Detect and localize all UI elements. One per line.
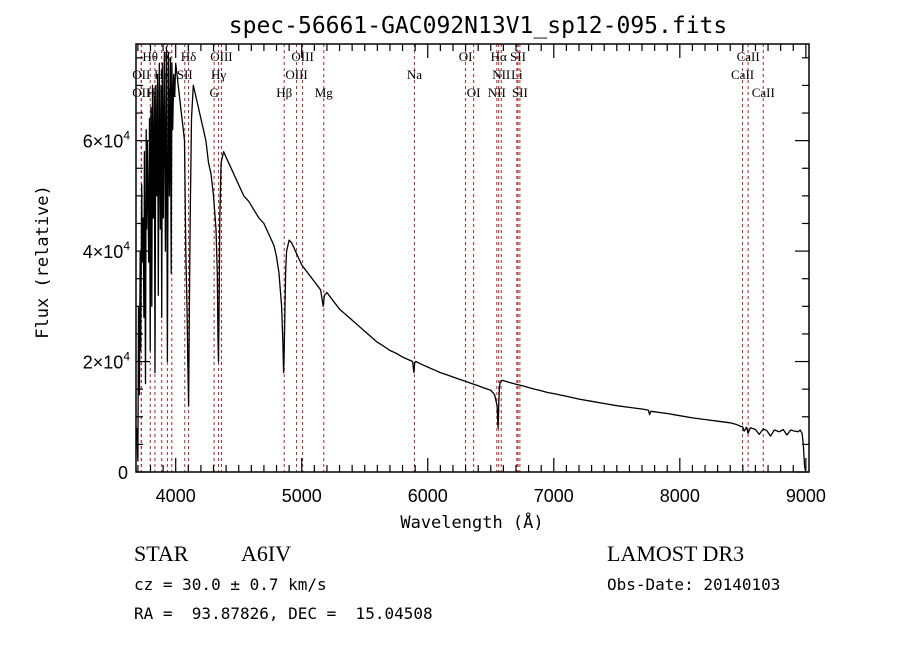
- object-class: STAR: [134, 541, 189, 566]
- y-tick-mantissa: 2×10: [83, 353, 124, 373]
- x-tick-label: 8000: [660, 486, 700, 506]
- y-tick-mantissa: 4×10: [83, 242, 124, 262]
- survey-name: LAMOST DR3: [607, 541, 744, 566]
- spectral-line-label: NII: [488, 85, 506, 100]
- x-tick-label: 9000: [786, 486, 826, 506]
- spectral-line-label: Li: [511, 67, 523, 82]
- x-axis-label: Wavelength (Å): [400, 511, 543, 533]
- y-tick-exponent: 4: [123, 239, 130, 253]
- plot-frame: [135, 43, 810, 473]
- y-tick-label: 2×104: [83, 350, 131, 373]
- spectral-line-label: SII: [512, 85, 528, 100]
- y-tick-exponent: 4: [123, 350, 130, 364]
- spectral-line-label: OI: [459, 49, 473, 64]
- spectral-line-label: OII: [132, 67, 150, 82]
- spectral-line-label: Hα: [491, 49, 507, 64]
- spectral-line-label: NII: [492, 67, 510, 82]
- spectral-line-label: OIII: [291, 49, 313, 64]
- obs-date: Obs-Date: 20140103: [607, 575, 780, 594]
- x-tick-labels: 4000 5000 6000 7000 8000 9000: [156, 486, 826, 506]
- spectral-line-label: Na: [407, 67, 422, 82]
- y-tick-label: 4×104: [83, 239, 131, 262]
- redshift-text: cz = 30.0 ± 0.7 km/s: [134, 575, 327, 594]
- spectral-line-label: OII: [132, 85, 150, 100]
- spectral-line-label: G: [209, 85, 218, 100]
- spectral-line-label: K: [163, 49, 173, 64]
- y-tick-mantissa: 6×10: [83, 132, 124, 152]
- x-tick-label: 7000: [534, 486, 574, 506]
- spectral-line-label: OI: [467, 85, 481, 100]
- y-axis-label: Flux (relative): [33, 185, 53, 339]
- axis-ticks: [136, 44, 809, 473]
- spectral-line-label: CaII: [737, 49, 760, 64]
- spectrum-line-spectrum: [135, 46, 807, 473]
- spectral-line-label: Mg: [315, 85, 334, 100]
- spectral-line-label: Hβ: [276, 85, 292, 100]
- spectral-line-label: SII: [510, 49, 526, 64]
- spectral-line-label: CaII: [731, 67, 754, 82]
- spectral-line-label: OIII: [285, 67, 307, 82]
- spectral-line-label: Hθ: [142, 49, 158, 64]
- object-subclass: A6IV: [241, 541, 291, 566]
- spectral-line-label: SII: [177, 67, 193, 82]
- spectral-line-label: Hγ: [211, 67, 226, 82]
- y-tick-label: 6×104: [83, 129, 131, 152]
- spectral-line-label: CaII: [752, 85, 775, 100]
- spectral-line-markers: [140, 44, 764, 472]
- chart-title: spec-56661-GAC092N13V1_sp12-095.fits: [229, 13, 728, 39]
- y-tick-exponent: 4: [123, 129, 130, 143]
- x-tick-label: 6000: [408, 486, 448, 506]
- spectrum-series: [135, 46, 807, 473]
- spectral-line-label: OIII: [210, 49, 232, 64]
- y-tick-label: 0: [118, 463, 128, 483]
- coordinates-text: RA = 93.87826, DEC = 15.04508: [134, 604, 433, 623]
- x-tick-label: 5000: [282, 486, 322, 506]
- x-tick-label: 4000: [156, 486, 196, 506]
- spectral-line-label: Hδ: [181, 49, 197, 64]
